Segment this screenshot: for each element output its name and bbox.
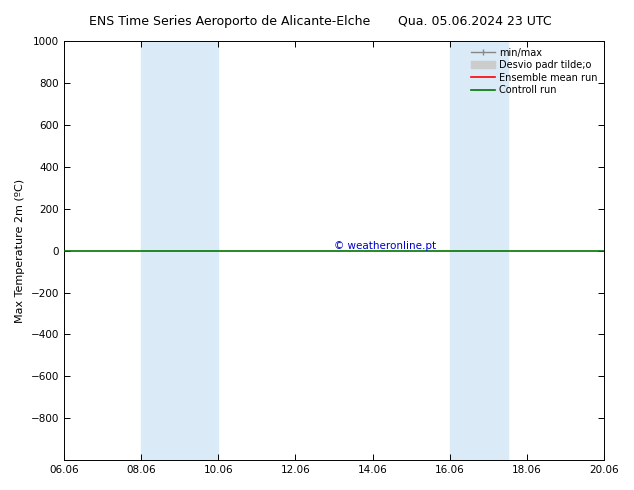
Text: ENS Time Series Aeroporto de Alicante-Elche: ENS Time Series Aeroporto de Alicante-El…: [89, 15, 370, 28]
Bar: [141, 41, 218, 460]
Text: © weatheronline.pt: © weatheronline.pt: [334, 241, 436, 250]
Legend: min/max, Desvio padr tilde;o, Ensemble mean run, Controll run: min/max, Desvio padr tilde;o, Ensemble m…: [469, 46, 599, 97]
Y-axis label: Max Temperature 2m (ºC): Max Temperature 2m (ºC): [15, 178, 25, 322]
Bar: [450, 41, 508, 460]
Text: Qua. 05.06.2024 23 UTC: Qua. 05.06.2024 23 UTC: [398, 15, 552, 28]
